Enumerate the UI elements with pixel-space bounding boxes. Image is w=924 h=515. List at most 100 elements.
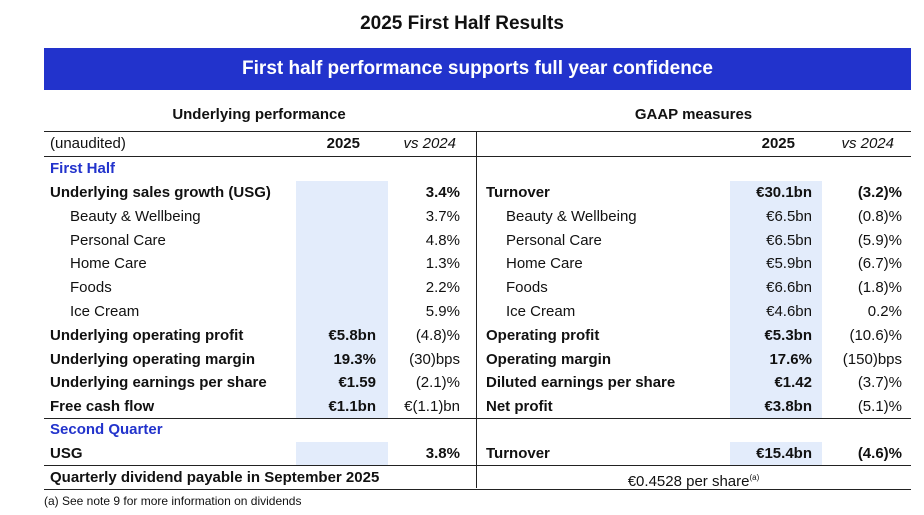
left-table-row: Beauty & Wellbeing 3.7% — [0, 205, 924, 229]
page-title: 2025 First Half Results — [360, 13, 564, 34]
q2-left-vs: 3.8% — [425, 445, 460, 462]
right-col-2025-header: 2025 — [761, 135, 795, 152]
right-row-2025: €1.42 — [774, 374, 812, 392]
left-table-row: Ice Cream 5.9% — [0, 300, 924, 324]
right-row-label: Turnover — [486, 184, 550, 201]
right-row-label: Diluted earnings per share — [486, 374, 676, 392]
right-row-2025: €4.6bn — [766, 303, 812, 320]
right-row-vs: (3.2)% — [857, 184, 902, 201]
left-table-row: Underlying operating margin 19.3% (30)bps — [0, 348, 924, 372]
right-table-row: Operating profit €5.3bn (10.6)% — [0, 324, 924, 348]
right-row-2025: €5.9bn — [766, 255, 812, 273]
right-row-label: Beauty & Wellbeing — [506, 207, 637, 225]
left-table-row: Underlying earnings per share €1.59 (2.1)% — [0, 371, 924, 395]
right-row-vs: (10.6)% — [849, 326, 902, 344]
right-row-label: Operating margin — [486, 350, 612, 368]
left-row-label: Personal Care — [70, 231, 166, 249]
left-row-label: Foods — [70, 279, 112, 297]
left-row-label: Underlying operating margin — [50, 350, 256, 368]
right-row-vs: (3.7)% — [857, 374, 902, 392]
right-row-label: Personal Care — [506, 231, 602, 249]
left-row-label: Underlying earnings per share — [50, 374, 267, 392]
footnote: (a) See note 9 for more information on d… — [44, 494, 302, 508]
right-table-row: Foods €6.6bn (1.8)% — [0, 276, 924, 300]
left-row-vs: 4.8% — [425, 231, 460, 249]
right-row-2025: €3.8bn — [764, 398, 812, 416]
left-row-2025: €1.59 — [338, 374, 376, 392]
right-row-2025: 17.6% — [769, 350, 812, 368]
left-row-vs: €(1.1)bn — [404, 398, 460, 416]
right-row-vs: (0.8)% — [857, 207, 902, 225]
q2-right-2025: €15.4bn — [756, 445, 812, 462]
right-table-row: Personal Care €6.5bn (5.9)% — [0, 229, 924, 253]
left-row-vs: (30)bps — [409, 350, 460, 368]
right-row-vs: (1.8)% — [857, 279, 902, 297]
right-row-label: Ice Cream — [506, 303, 576, 320]
q2-right-vs: (4.6)% — [857, 445, 902, 462]
dividend-rule — [44, 465, 911, 466]
header-rule — [44, 156, 911, 157]
second-quarter-section-label: Second Quarter — [50, 421, 163, 438]
left-row-vs: 2.2% — [425, 279, 460, 297]
left-row-2025: €1.1bn — [328, 398, 376, 416]
left-row-2025: 19.3% — [333, 350, 376, 368]
q2-right-label: Turnover — [486, 445, 550, 462]
left-table-row: Personal Care 4.8% — [0, 229, 924, 253]
left-col-2025-header: 2025 — [326, 135, 360, 152]
left-row-label: Ice Cream — [70, 303, 140, 320]
right-row-vs: (5.1)% — [857, 398, 902, 416]
right-row-vs: (5.9)% — [857, 231, 902, 249]
q2-left-label: USG — [50, 445, 83, 462]
left-row-label: Home Care — [70, 255, 147, 273]
left-table-row: Underlying sales growth (USG) 3.4% — [0, 181, 924, 205]
q2-row: USG 3.8% Turnover €15.4bn (4.6)% — [0, 442, 924, 466]
right-row-label: Foods — [506, 279, 548, 297]
left-q2-shade — [296, 442, 388, 465]
right-row-2025: €6.6bn — [766, 279, 812, 297]
right-table-row: Net profit €3.8bn (5.1)% — [0, 395, 924, 419]
header-row: (unaudited) 2025 vs 2024 2025 vs 2024 — [0, 132, 924, 156]
left-row-label: Beauty & Wellbeing — [70, 207, 201, 225]
left-row-label: Underlying operating profit — [50, 326, 244, 344]
left-table-row: Free cash flow €1.1bn €(1.1)bn — [0, 395, 924, 419]
dividend-note-mark: (a) — [749, 473, 760, 482]
right-table-row: Home Care €5.9bn (6.7)% — [0, 252, 924, 276]
left-row-vs: 5.9% — [425, 303, 460, 320]
right-table-row: Turnover €30.1bn (3.2)% — [0, 181, 924, 205]
right-row-label: Home Care — [506, 255, 583, 273]
right-col-vs-header: vs 2024 — [841, 135, 894, 152]
right-row-vs: (6.7)% — [857, 255, 902, 273]
right-table-row: Ice Cream €4.6bn 0.2% — [0, 300, 924, 324]
gaap-measures-heading: GAAP measures — [634, 106, 753, 123]
second-quarter-rule — [44, 418, 911, 419]
left-row-vs: (4.8)% — [415, 326, 460, 344]
dividend-label: Quarterly dividend payable in September … — [50, 469, 380, 486]
left-2025-shade — [296, 181, 388, 418]
right-row-2025: €30.1bn — [756, 184, 812, 201]
left-table-row: Home Care 1.3% — [0, 252, 924, 276]
left-row-vs: (2.1)% — [415, 374, 460, 392]
right-row-label: Net profit — [486, 398, 553, 416]
unaudited-label: (unaudited) — [50, 135, 126, 152]
left-table-row: Foods 2.2% — [0, 276, 924, 300]
dividend-value: €0.4528 per share(a) — [627, 473, 760, 490]
right-table-row: Beauty & Wellbeing €6.5bn (0.8)% — [0, 205, 924, 229]
headline-banner: First half performance supports full yea… — [44, 48, 911, 90]
left-col-vs-header: vs 2024 — [403, 135, 456, 152]
right-row-2025: €6.5bn — [766, 207, 812, 225]
left-row-vs: 3.7% — [425, 207, 460, 225]
table-bottom-rule — [44, 489, 911, 490]
right-2025-shade — [730, 181, 822, 418]
left-row-vs: 3.4% — [425, 184, 460, 201]
underlying-performance-heading: Underlying performance — [172, 106, 346, 123]
right-table-row: Operating margin 17.6% (150)bps — [0, 348, 924, 372]
right-table-row: Diluted earnings per share €1.42 (3.7)% — [0, 371, 924, 395]
left-row-label: Underlying sales growth (USG) — [50, 184, 271, 201]
left-row-vs: 1.3% — [425, 255, 460, 273]
right-q2-shade — [730, 442, 822, 465]
right-row-2025: €5.3bn — [764, 326, 812, 344]
left-table-row: Underlying operating profit €5.8bn (4.8)% — [0, 324, 924, 348]
right-row-vs: 0.2% — [867, 303, 902, 320]
column-divider — [476, 131, 477, 488]
right-row-vs: (150)bps — [842, 350, 902, 368]
